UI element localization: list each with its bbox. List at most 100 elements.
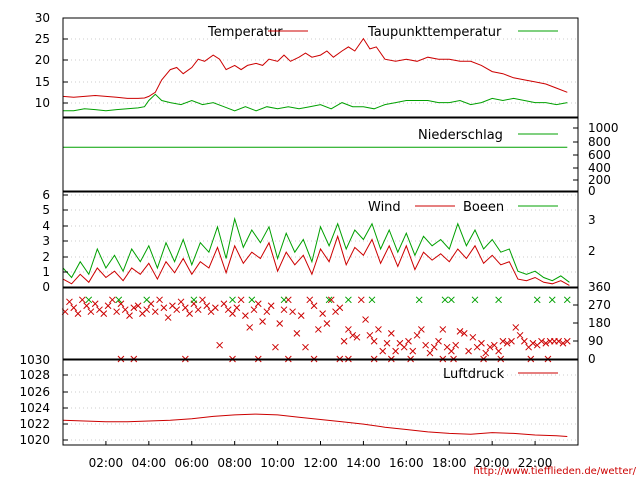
series-windrichtung-point <box>323 320 331 327</box>
series-windrichtung-point <box>478 339 485 347</box>
series-layer <box>61 37 571 437</box>
series-windrichtung-point <box>409 347 417 355</box>
panel-2-frame <box>62 191 579 288</box>
series-windrichtung-point <box>387 330 395 337</box>
x-tick-label: 22:00 <box>518 456 553 470</box>
series-windrichtung-boeen-point <box>533 296 541 304</box>
series-windrichtung-boeen-point <box>368 296 376 304</box>
series-windrichtung-point <box>78 296 86 304</box>
series-windrichtung-point <box>233 304 241 312</box>
series-wind-line <box>62 234 570 286</box>
series-windrichtung-boeen-point <box>415 296 423 304</box>
series-windrichtung-point <box>250 306 258 314</box>
series-windrichtung-point <box>276 320 284 327</box>
panel-4-ytick: 1024 <box>19 401 50 415</box>
series-windrichtung-point <box>91 300 99 308</box>
series-windrichtung-point <box>555 337 563 345</box>
source-url: http://www.tiefflieden.de/wetter/ <box>473 466 636 477</box>
series-taupunkttemperatur-line <box>63 93 568 112</box>
panel-2-ytick: 0 <box>42 280 50 294</box>
series-windrichtung-point <box>521 337 528 345</box>
x-tick-label: 16:00 <box>389 456 424 470</box>
series-windrichtung-point <box>220 300 228 308</box>
series-windrichtung-point <box>439 326 447 333</box>
series-windrichtung-boeen-point <box>495 296 502 304</box>
series-windrichtung-point <box>499 337 507 345</box>
series-windrichtung-point <box>199 296 206 304</box>
x-tick-label: 08:00 <box>217 456 252 470</box>
series-windrichtung-point <box>173 306 181 314</box>
series-windrichtung-point <box>456 328 464 335</box>
panel-3-ytick: 90 <box>588 334 603 348</box>
series-windrichtung-point <box>538 337 545 345</box>
panel-0-ytick: 15 <box>35 75 50 89</box>
series-windrichtung-point <box>156 296 163 304</box>
series-windrichtung-point <box>113 308 120 316</box>
series-windrichtung-point <box>263 308 271 316</box>
panel-2-ytick: 2 <box>42 250 50 264</box>
series-windrichtung-boeen-point <box>85 296 93 304</box>
x-tick-label: 18:00 <box>432 456 467 470</box>
series-windrichtung-point <box>104 302 112 310</box>
series-windrichtung-boeen-point <box>115 296 123 304</box>
series-windrichtung-point <box>392 347 399 355</box>
series-windrichtung-boeen-point <box>190 296 198 304</box>
x-tick-label: 04:00 <box>132 456 167 470</box>
series-windrichtung-point <box>490 341 498 349</box>
series-windrichtung-point <box>430 343 438 351</box>
series-windrichtung-point <box>87 308 95 316</box>
series-windrichtung-point <box>70 304 78 312</box>
series-taupunkttemperatur-legend-label: Taupunkttemperatur <box>367 25 502 40</box>
series-boeen-line <box>62 216 570 283</box>
series-windrichtung-point <box>465 347 472 355</box>
panel-1-ytick: 1000 <box>588 121 619 135</box>
panel-4-ytick: 1020 <box>19 433 50 447</box>
panel-1-ytick: 200 <box>588 173 611 187</box>
series-windrichtung-point <box>422 341 429 349</box>
series-windrichtung-boeen-point <box>325 296 333 304</box>
series-windrichtung-point <box>83 302 90 310</box>
series-windrichtung-point <box>297 312 305 319</box>
series-windrichtung-boeen-point <box>143 296 151 304</box>
series-luftdruck-legend-label: Luftdruck <box>443 367 505 382</box>
series-windrichtung-point <box>310 302 318 310</box>
series-luftdruck-line <box>62 413 568 437</box>
series-windrichtung-point <box>246 324 254 331</box>
series-windrichtung-point <box>293 330 301 337</box>
series-windrichtung-point <box>229 310 236 317</box>
series-windrichtung-point <box>340 337 348 345</box>
series-windrichtung-point <box>426 349 434 357</box>
series-windrichtung-point <box>512 324 520 331</box>
series-windrichtung-point <box>516 331 524 339</box>
series-niederschlag-legend-label: Niederschlag <box>418 128 503 143</box>
panel-2-ytick: 6 <box>42 188 50 202</box>
series-windrichtung-point <box>272 343 279 351</box>
series-windrichtung-point <box>418 326 425 333</box>
series-windrichtung-point <box>109 296 116 304</box>
series-windrichtung-point <box>302 343 309 351</box>
series-windrichtung-point <box>74 310 82 317</box>
panel-2-ytick-right: 2 <box>588 244 596 258</box>
panel-0-ytick: 25 <box>35 32 50 46</box>
panel-4-ytick: 1026 <box>19 385 50 399</box>
series-windrichtung-point <box>375 326 382 333</box>
series-temperatur-line <box>62 37 568 99</box>
series-windrichtung-point <box>121 306 129 314</box>
series-windrichtung-point <box>194 306 202 314</box>
series-windrichtung-point <box>452 341 460 349</box>
x-tick-label: 10:00 <box>260 456 295 470</box>
series-windrichtung-point <box>366 331 374 339</box>
series-windrichtung-boeen-point <box>280 296 288 304</box>
panel-2-ytick: 4 <box>42 219 50 233</box>
series-windrichtung-point <box>400 343 408 351</box>
panel-0-ytick: 30 <box>35 11 50 25</box>
series-windrichtung-point <box>370 337 378 345</box>
panel-4-ytick: 1028 <box>19 368 50 382</box>
series-windrichtung-point <box>319 310 326 317</box>
panel-2-ytick-right: 3 <box>588 213 596 227</box>
series-windrichtung-point <box>405 337 412 345</box>
series-windrichtung-point <box>237 296 245 304</box>
series-windrichtung-point <box>529 339 537 347</box>
